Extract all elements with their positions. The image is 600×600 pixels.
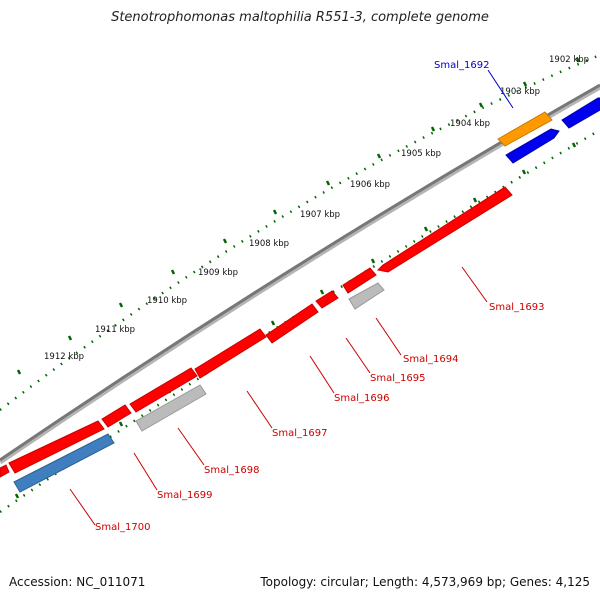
gene-label-smal-1694[interactable]: Smal_1694 <box>403 354 458 365</box>
scale-label-1906: 1906 kbp <box>350 180 390 190</box>
gene-feature-smal-1700[interactable] <box>13 433 115 493</box>
gene-label-smal-1696[interactable]: Smal_1696 <box>334 393 389 404</box>
leader-smal-1697 <box>246 390 273 429</box>
pseudo-feature-smal-1694[interactable] <box>348 282 385 310</box>
leader-smal-1699 <box>133 452 158 491</box>
scale-label-1912: 1912 kbp <box>44 352 84 362</box>
scale-label-1904: 1904 kbp <box>450 119 490 129</box>
scale-label-1910: 1910 kbp <box>147 296 187 306</box>
cds-feature-left-edge[interactable] <box>0 464 10 478</box>
cds-feature-smal-1692[interactable] <box>505 128 560 164</box>
scale-label-1905: 1905 kbp <box>401 149 441 159</box>
reverse-features <box>0 186 513 493</box>
scale-label-1903: 1903 kbp <box>500 87 540 97</box>
gene-label-smal-1692[interactable]: Smal_1692 <box>434 60 489 71</box>
cds-feature-smal-1694[interactable] <box>342 267 377 294</box>
leader-smal-1694 <box>375 317 402 356</box>
map-title: Stenotrophomonas maltophilia R551-3, com… <box>111 10 489 25</box>
leader-smal-1696 <box>309 355 335 394</box>
scale-label-1902: 1902 kbp <box>549 55 589 65</box>
cds-feature-smal-1696[interactable] <box>265 303 319 344</box>
leader-smal-1700 <box>69 488 96 526</box>
leader-smal-1692 <box>487 69 514 109</box>
cds-feature-next[interactable] <box>561 97 600 129</box>
gene-label-smal-1697[interactable]: Smal_1697 <box>272 428 327 439</box>
gene-label-smal-1695[interactable]: Smal_1695 <box>370 373 425 384</box>
genome-summary-text: Topology: circular; Length: 4,573,969 bp… <box>260 575 590 589</box>
outer-scale-ring <box>0 53 600 411</box>
accession-text: Accession: NC_011071 <box>9 575 146 589</box>
cds-feature-smal-1697[interactable] <box>194 328 267 379</box>
leader-smal-1695 <box>345 337 371 374</box>
gene-label-smal-1699[interactable]: Smal_1699 <box>157 490 212 501</box>
cds-feature-smal-1699[interactable] <box>101 404 132 428</box>
gene-label-smal-1700[interactable]: Smal_1700 <box>95 522 150 533</box>
forward-features <box>497 97 600 164</box>
scale-label-1907: 1907 kbp <box>300 210 340 220</box>
cds-feature-smal-1700a[interactable] <box>8 420 105 474</box>
leader-smal-1698 <box>177 427 205 466</box>
scale-label-1911: 1911 kbp <box>95 325 135 335</box>
cds-feature-smal-1698a[interactable] <box>129 367 198 413</box>
pseudo-feature-smal-1698[interactable] <box>135 384 207 432</box>
cds-feature-smal-1693[interactable] <box>376 186 513 273</box>
leader-smal-1693 <box>461 266 488 303</box>
gene-label-smal-1698[interactable]: Smal_1698 <box>204 465 259 476</box>
scale-label-1908: 1908 kbp <box>249 239 289 249</box>
outer-major-ticks <box>16 57 581 375</box>
scale-label-1909: 1909 kbp <box>198 268 238 278</box>
cds-feature-smal-1695[interactable] <box>315 290 339 309</box>
gene-label-smal-1693[interactable]: Smal_1693 <box>489 302 544 313</box>
gene-feature-orange[interactable] <box>497 111 553 147</box>
